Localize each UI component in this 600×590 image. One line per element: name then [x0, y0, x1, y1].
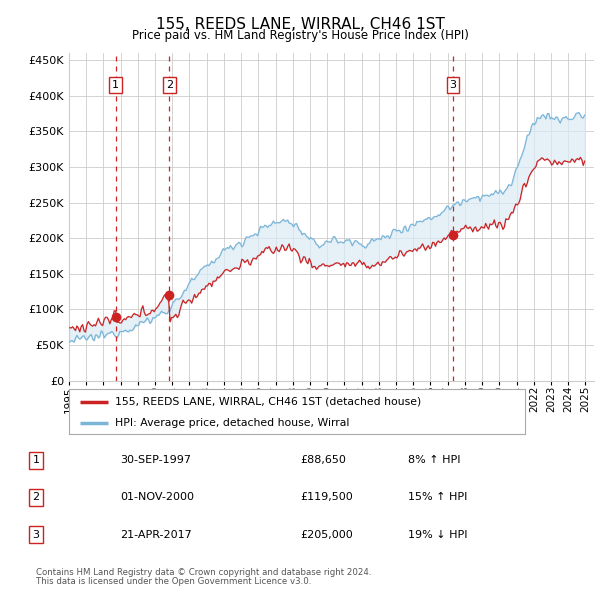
Text: 2: 2	[166, 80, 173, 90]
Text: 3: 3	[449, 80, 457, 90]
Text: Contains HM Land Registry data © Crown copyright and database right 2024.: Contains HM Land Registry data © Crown c…	[36, 568, 371, 577]
Text: This data is licensed under the Open Government Licence v3.0.: This data is licensed under the Open Gov…	[36, 578, 311, 586]
Text: £88,650: £88,650	[300, 455, 346, 465]
Text: 8% ↑ HPI: 8% ↑ HPI	[408, 455, 461, 465]
Text: 01-NOV-2000: 01-NOV-2000	[120, 493, 194, 502]
Text: HPI: Average price, detached house, Wirral: HPI: Average price, detached house, Wirr…	[115, 418, 349, 428]
Text: 3: 3	[32, 530, 40, 539]
Text: 1: 1	[32, 455, 40, 465]
Text: 155, REEDS LANE, WIRRAL, CH46 1ST (detached house): 155, REEDS LANE, WIRRAL, CH46 1ST (detac…	[115, 397, 421, 407]
Text: 2: 2	[32, 493, 40, 502]
Text: £119,500: £119,500	[300, 493, 353, 502]
Text: 1: 1	[112, 80, 119, 90]
Text: £205,000: £205,000	[300, 530, 353, 539]
Text: 19% ↓ HPI: 19% ↓ HPI	[408, 530, 467, 539]
Text: 21-APR-2017: 21-APR-2017	[120, 530, 192, 539]
Text: 15% ↑ HPI: 15% ↑ HPI	[408, 493, 467, 502]
Text: Price paid vs. HM Land Registry's House Price Index (HPI): Price paid vs. HM Land Registry's House …	[131, 30, 469, 42]
Text: 30-SEP-1997: 30-SEP-1997	[120, 455, 191, 465]
Text: 155, REEDS LANE, WIRRAL, CH46 1ST: 155, REEDS LANE, WIRRAL, CH46 1ST	[155, 17, 445, 31]
